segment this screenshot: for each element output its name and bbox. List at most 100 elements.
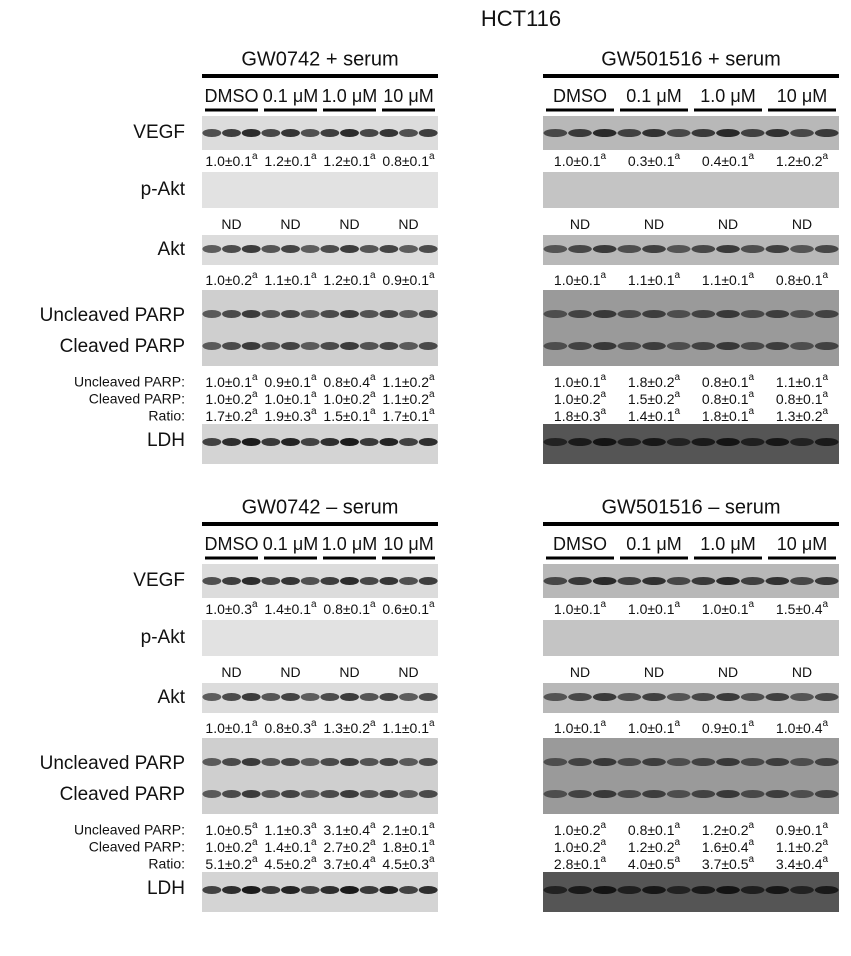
band: [790, 790, 814, 798]
superscript: a: [675, 372, 681, 383]
superscript: a: [429, 389, 435, 400]
value-text: 1.2±0.1: [264, 153, 311, 169]
quant-value: 1.0±0.1a: [264, 389, 317, 407]
lane-label: 1.0 μM: [322, 86, 377, 106]
value-text: 1.4±0.1: [264, 839, 311, 855]
band: [543, 693, 567, 701]
blot: [543, 872, 839, 912]
value-text: 1.0±0.2: [205, 391, 252, 407]
quant-value: 1.1±0.2a: [382, 389, 435, 407]
band: [691, 693, 715, 701]
lane-label: DMSO: [205, 86, 259, 106]
superscript: a: [675, 599, 681, 610]
superscript: a: [675, 820, 681, 831]
band: [419, 245, 438, 253]
value-text: 1.2±0.1: [323, 272, 370, 288]
value-text: 1.1±0.2: [382, 391, 429, 407]
superscript: a: [311, 599, 317, 610]
value-text: 1.8±0.2: [628, 374, 675, 390]
value-text: ND: [339, 664, 359, 680]
quant-value: 1.0±0.1a: [205, 151, 258, 169]
band: [379, 790, 398, 798]
band: [379, 129, 398, 137]
superscript: a: [749, 854, 755, 865]
quant-value: 1.1±0.2a: [776, 837, 829, 855]
band: [765, 310, 789, 318]
band: [593, 438, 617, 446]
band: [568, 577, 592, 585]
value-text: 0.9±0.1: [264, 374, 311, 390]
quant-value: 1.5±0.1a: [323, 406, 376, 424]
band: [741, 758, 765, 766]
quant-value: 1.2±0.1a: [264, 151, 317, 169]
superscript: a: [675, 837, 681, 848]
band: [320, 577, 339, 585]
superscript: a: [311, 854, 317, 865]
superscript: a: [370, 151, 376, 162]
band: [716, 245, 740, 253]
band: [617, 577, 641, 585]
value-text: 2.7±0.2: [323, 839, 370, 855]
value-text: 1.1±0.2: [776, 839, 823, 855]
lane-label: 0.1 μM: [263, 86, 318, 106]
blot: [543, 235, 839, 265]
quant-value: 1.0±0.3a: [205, 599, 258, 617]
superscript: a: [429, 718, 435, 729]
quant-value: 2.7±0.2a: [323, 837, 376, 855]
band: [790, 438, 814, 446]
value-text: 1.0±0.2: [205, 839, 252, 855]
value-text: 0.8±0.1: [702, 374, 749, 390]
band: [320, 310, 339, 318]
band: [765, 758, 789, 766]
value-text: ND: [398, 664, 418, 680]
value-text: 1.4±0.1: [264, 601, 311, 617]
band: [261, 693, 280, 701]
band: [399, 790, 418, 798]
quant-value: ND: [644, 664, 664, 680]
blot-background: [202, 172, 438, 208]
value-text: 1.5±0.2: [628, 391, 675, 407]
band: [281, 577, 300, 585]
quant-value: 3.1±0.4a: [323, 820, 376, 838]
band: [617, 693, 641, 701]
superscript: a: [675, 389, 681, 400]
row-label: LDH: [147, 878, 185, 899]
value-text: 1.0±0.5: [205, 822, 252, 838]
band: [543, 886, 567, 894]
value-text: 1.2±0.2: [702, 822, 749, 838]
band: [360, 245, 379, 253]
band: [642, 245, 666, 253]
blot: [202, 235, 438, 265]
superscript: a: [252, 837, 258, 848]
quant-value: 1.1±0.2a: [382, 372, 435, 390]
band: [222, 342, 241, 350]
row-label: Uncleaved PARP: [40, 753, 185, 774]
quant-value: 1.1±0.1a: [628, 270, 681, 288]
row-label: Cleaved PARP: [60, 336, 185, 357]
band: [543, 790, 567, 798]
band: [419, 693, 438, 701]
quant-value: ND: [339, 216, 359, 232]
value-text: 4.5±0.3: [382, 856, 429, 872]
value-text: 1.7±0.2: [205, 408, 252, 424]
band: [667, 310, 691, 318]
value-text: ND: [280, 664, 300, 680]
quant-label: Ratio:: [148, 856, 185, 872]
band: [399, 693, 418, 701]
quant-value: ND: [221, 216, 241, 232]
superscript: a: [601, 406, 607, 417]
blot: [202, 564, 438, 598]
quant-value: 1.2±0.2a: [776, 151, 829, 169]
blot: [202, 683, 438, 713]
band: [716, 886, 740, 894]
value-text: 3.4±0.4: [776, 856, 823, 872]
band: [301, 790, 320, 798]
row-label: Akt: [158, 687, 186, 708]
band: [419, 758, 438, 766]
band: [222, 129, 241, 137]
value-text: ND: [398, 216, 418, 232]
value-text: 2.8±0.1: [554, 856, 601, 872]
blot: [202, 116, 438, 150]
superscript: a: [252, 389, 258, 400]
band: [568, 693, 592, 701]
